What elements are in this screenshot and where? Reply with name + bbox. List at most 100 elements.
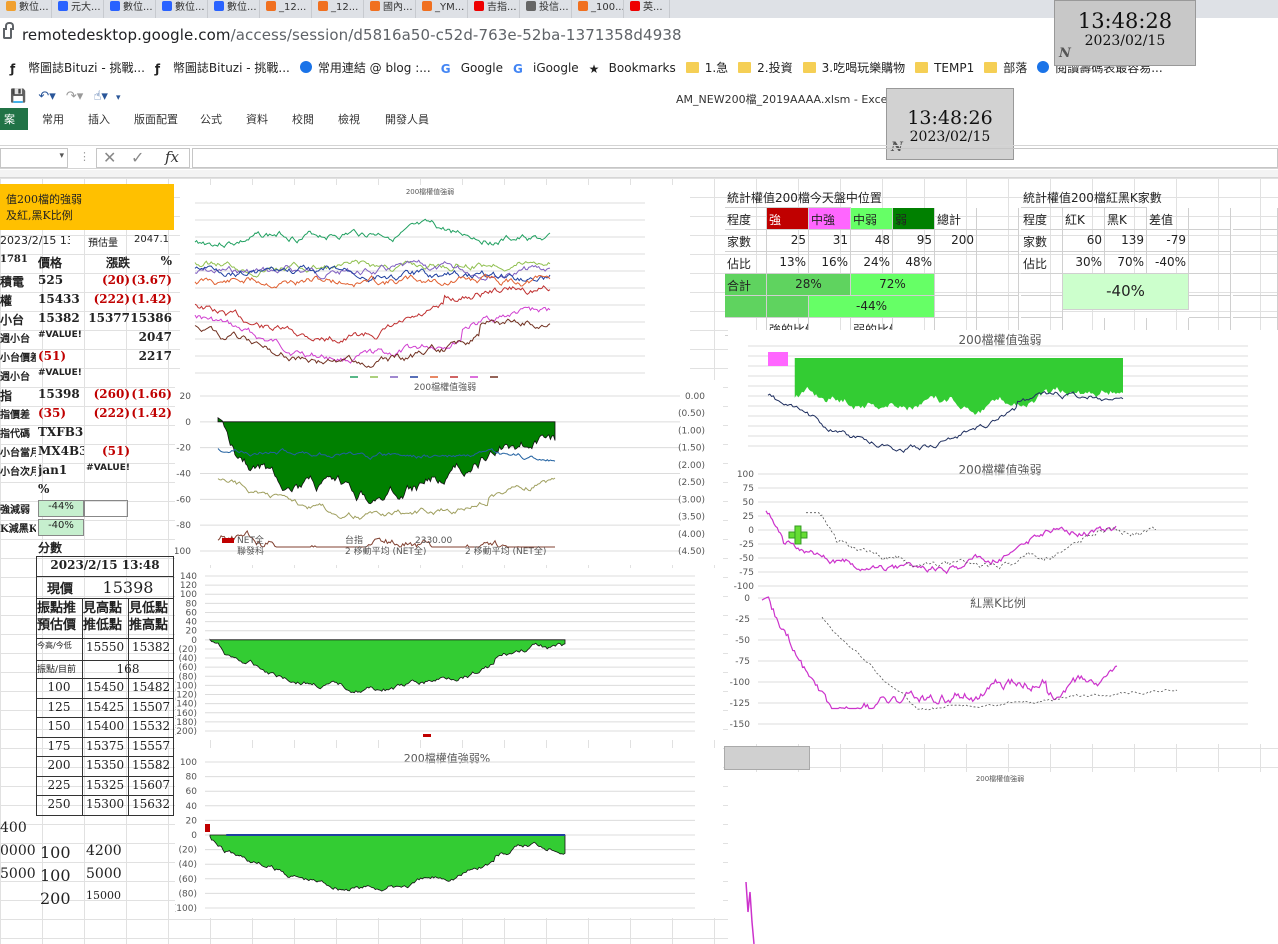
- bookmark-item[interactable]: 部落: [984, 57, 1027, 79]
- touch-mode-icon[interactable]: ☝▾: [93, 89, 108, 104]
- browser-tab[interactable]: _12...: [260, 0, 312, 18]
- gridlines: [758, 597, 1248, 725]
- stat-cell: [935, 274, 977, 296]
- customize-toolbar-icon[interactable]: ▾: [116, 93, 121, 103]
- bookmark-item[interactable]: ƒ 幣圖誌Bituzi - 挑戰...: [155, 57, 290, 79]
- stat-cell: 70%: [1105, 252, 1147, 274]
- redo-icon[interactable]: ↷▾: [65, 89, 84, 104]
- chart-strength-line-right[interactable]: 200檔權值強弱 100 75 50 25 0 -25 -50 -75 -100: [728, 462, 1278, 594]
- stat-cell: [725, 296, 767, 318]
- moving-avg-line: [821, 616, 1178, 711]
- save-icon[interactable]: 💾: [10, 89, 27, 104]
- left-cell: 15350: [86, 758, 125, 772]
- chart-strength-area-right[interactable]: 200檔權值強弱: [728, 330, 1278, 462]
- y-tick-label: (20): [179, 846, 197, 856]
- ribbon-tab[interactable]: 常用: [42, 113, 64, 126]
- left-table-row: 小台 15382 15377 15386: [0, 309, 174, 328]
- left-table-row: 100 15450 15482: [0, 678, 174, 697]
- legend-label: NET全: [237, 534, 264, 546]
- row-label: 積電: [0, 275, 25, 289]
- quick-access-toolbar[interactable]: 💾 ↶▾ ↷▾ ☝▾ ▾: [10, 89, 121, 104]
- bookmark-item[interactable]: 3.吃喝玩樂購物: [802, 57, 905, 79]
- left-cell: 15450: [86, 680, 125, 694]
- cancel-icon[interactable]: ✕: [103, 148, 117, 167]
- chart-green-area-1[interactable]: 140120100806040200(20)(40)(60)(80)(100)(…: [175, 568, 723, 740]
- insert-function-button[interactable]: fx: [165, 148, 180, 166]
- chart-green-area-pct[interactable]: 200檔權值強弱% 100 80 60 40 20 0 (20) (40) (60) (80) (10…: [175, 748, 723, 918]
- browser-tab[interactable]: 國內...: [364, 0, 416, 18]
- ribbon-tab[interactable]: 校閱: [292, 113, 314, 126]
- browser-tab[interactable]: 數位...: [208, 0, 260, 18]
- bookmark-item[interactable]: TEMP1: [915, 57, 974, 79]
- y-tick-label: -150: [730, 720, 751, 730]
- folder-icon: [915, 62, 929, 73]
- browser-tab[interactable]: 英...: [624, 0, 670, 18]
- browser-tab[interactable]: _YM...: [416, 0, 468, 18]
- left-table-row: 125 15425 15507: [0, 698, 174, 717]
- box-line: [36, 795, 174, 796]
- index-line: [217, 448, 556, 462]
- box-line: [36, 717, 174, 718]
- box-line: [36, 678, 174, 679]
- browser-tab[interactable]: 元大...: [52, 0, 104, 18]
- y-tick-label: 0: [748, 526, 754, 536]
- stat-cell: 佔比: [1021, 252, 1063, 274]
- browser-tab[interactable]: _100...: [572, 0, 624, 18]
- row-label: 強減弱: [0, 505, 30, 516]
- stat-cell: [1189, 252, 1231, 274]
- bookmark-item[interactable]: 1.急: [685, 57, 728, 79]
- ratio-line: [745, 881, 755, 944]
- browser-tab[interactable]: 投信...: [520, 0, 572, 18]
- ribbon-tab[interactable]: 插入: [88, 113, 110, 126]
- left-cell: 見低點推高點: [129, 601, 169, 633]
- bookmark-item[interactable]: 2.投資: [738, 57, 793, 79]
- y-tick-label: (40): [179, 654, 197, 664]
- name-box[interactable]: ▾: [0, 148, 68, 168]
- enter-icon[interactable]: ✓: [131, 148, 145, 167]
- ribbon-tab[interactable]: 版面配置: [134, 113, 178, 126]
- chart-net-area[interactable]: 200檔權值強弱 20 0 -20 -40 -60 -80 -100 0.00 (0.50) (1.…: [175, 380, 723, 565]
- ribbon-tab[interactable]: 開發人員: [385, 113, 429, 126]
- bookmark-item[interactable]: G Google: [441, 57, 503, 79]
- y-tick-label: 40: [186, 618, 198, 628]
- gridlines: [748, 345, 1248, 447]
- box-line: [36, 660, 174, 661]
- url-text[interactable]: remotedesktop.google.com/access/session/…: [22, 26, 682, 44]
- ribbon-tab[interactable]: 檢視: [338, 113, 360, 126]
- y-tick-label: 0: [185, 418, 191, 428]
- box-line: [36, 775, 174, 777]
- price-cell: 15433: [38, 292, 80, 306]
- browser-tab[interactable]: 吉指...: [468, 0, 520, 18]
- bookmark-item[interactable]: 常用連結 @ blog :...: [299, 57, 431, 79]
- bookmark-item[interactable]: ƒ 幣圖誌Bituzi - 挑戰...: [10, 57, 145, 79]
- undo-icon[interactable]: ↶▾: [38, 89, 56, 104]
- ribbon-tab[interactable]: 案: [0, 108, 28, 130]
- stat-cell: [1021, 274, 1063, 296]
- browser-tab[interactable]: 數位...: [104, 0, 156, 18]
- browser-tab[interactable]: _12...: [312, 0, 364, 18]
- formula-input[interactable]: [192, 148, 1278, 168]
- y-tick-label: -125: [730, 699, 750, 709]
- chart-bottom-right[interactable]: 200檔權值強弱: [728, 772, 1278, 944]
- ribbon-tab[interactable]: 公式: [200, 113, 222, 126]
- pct-cell: (3.67): [131, 273, 172, 287]
- stat-cell: [1233, 208, 1278, 230]
- chart-red-black-k-ratio[interactable]: 紅黑K比例 0 -25 -50 -75 -100 -125 -150: [728, 594, 1278, 744]
- browser-tab[interactable]: 數位...: [0, 0, 52, 18]
- left-header-box: 值200檔的強弱 及紅,黑K比例: [0, 184, 174, 230]
- bookmark-item[interactable]: ★ Bookmarks: [589, 57, 676, 79]
- chevron-down-icon[interactable]: ▾: [59, 151, 64, 161]
- row-label: 週小台: [0, 372, 30, 383]
- y-tick-label: 120: [180, 581, 197, 591]
- ribbon-tab[interactable]: 資料: [246, 113, 268, 126]
- left-cell: 100: [40, 843, 71, 862]
- chart-title: 200檔權值強弱: [976, 774, 1024, 783]
- y-tick-label: (1.00): [678, 426, 705, 436]
- mtk-line: [217, 530, 555, 549]
- box-line: [36, 736, 174, 738]
- stat-cell: [1189, 296, 1231, 318]
- chart-strength-lines[interactable]: 200檔權值強弱: [180, 185, 690, 380]
- bookmark-label: Bookmarks: [608, 61, 676, 75]
- browser-tab[interactable]: 數位...: [156, 0, 208, 18]
